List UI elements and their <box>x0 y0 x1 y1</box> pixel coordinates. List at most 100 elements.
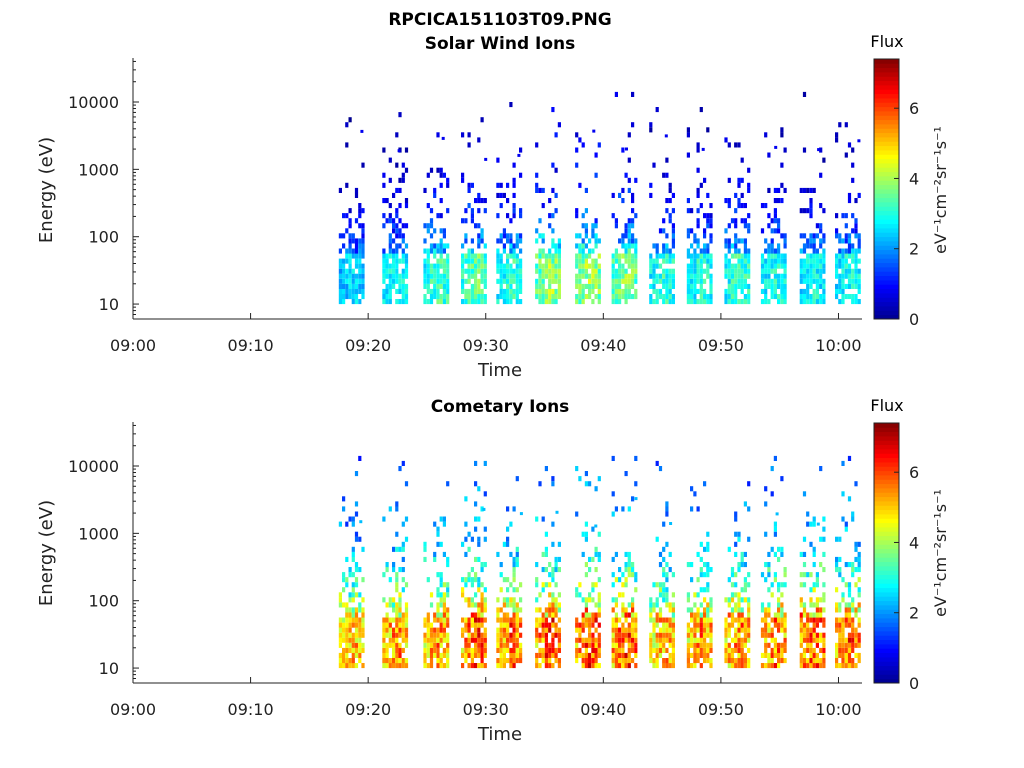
spectrogram-cell <box>351 642 355 648</box>
spectrogram-cell <box>480 567 484 573</box>
spectrogram-cell <box>686 198 690 204</box>
colorbar-segment <box>874 531 899 537</box>
spectrogram-cell <box>423 617 427 623</box>
spectrogram-cell <box>541 187 545 193</box>
spectrogram-cell <box>624 607 628 613</box>
spectrogram-cell <box>857 567 861 573</box>
spectrogram-cell <box>461 243 465 249</box>
spectrogram-cell <box>844 122 848 128</box>
y-tick-label: 100 <box>88 228 119 247</box>
spectrogram-cell <box>767 263 771 269</box>
spectrogram-cell <box>382 627 386 633</box>
spectrogram-cell <box>404 658 409 664</box>
spectrogram-cell <box>671 253 675 259</box>
spectrogram-cell <box>740 253 744 259</box>
spectrogram-cell <box>470 597 474 603</box>
spectrogram-cell <box>686 152 690 158</box>
spectrogram-cell <box>740 663 744 669</box>
spectrogram-cell <box>806 294 810 300</box>
spectrogram-cell <box>618 642 622 648</box>
spectrogram-cell <box>382 198 386 204</box>
spectrogram-cell <box>442 607 446 613</box>
spectrogram-cell <box>436 288 440 294</box>
spectrogram-cell <box>737 238 741 244</box>
spectrogram-cell <box>506 597 510 603</box>
spectrogram-cell <box>764 652 768 658</box>
spectrogram-cell <box>627 157 631 163</box>
spectrogram-cell <box>342 273 346 279</box>
spectrogram-cell <box>354 248 359 254</box>
spectrogram-cell <box>822 597 826 603</box>
spectrogram-cell <box>655 617 659 623</box>
spectrogram-cell <box>815 612 819 618</box>
x-tick-label: 09:30 <box>463 336 509 355</box>
spectrogram-cell <box>847 617 852 623</box>
spectrogram-cell <box>854 556 858 562</box>
spectrogram-cell <box>734 658 738 664</box>
spectrogram-cell <box>395 602 399 608</box>
spectrogram-cell <box>385 273 389 279</box>
spectrogram-cell <box>467 637 471 643</box>
spectrogram-cell <box>499 294 503 300</box>
spectrogram-cell <box>822 551 826 557</box>
spectrogram-cell <box>506 238 510 244</box>
spectrogram-cell <box>819 663 823 669</box>
spectrogram-cell <box>783 647 787 653</box>
spectrogram-cell <box>624 253 628 259</box>
spectrogram-cell <box>338 597 342 603</box>
spectrogram-cell <box>348 612 352 618</box>
spectrogram-cell <box>519 597 523 603</box>
spectrogram-cell <box>388 243 392 249</box>
spectrogram-cell <box>535 617 539 623</box>
spectrogram-cell <box>634 647 638 653</box>
spectrogram-cell <box>496 248 500 254</box>
spectrogram-cell <box>474 516 478 522</box>
spectrogram-cell <box>442 294 446 300</box>
spectrogram-cell <box>690 637 694 643</box>
spectrogram-cell <box>838 617 842 623</box>
spectrogram-cell <box>802 278 807 284</box>
spectrogram-cell <box>392 228 396 234</box>
spectrogram-cell <box>727 602 731 608</box>
spectrogram-cell <box>351 652 355 658</box>
spectrogram-cell <box>737 248 741 254</box>
spectrogram-cell <box>819 466 823 472</box>
spectrogram-cell <box>401 294 405 300</box>
spectrogram-cell <box>557 288 561 294</box>
spectrogram-cell <box>764 294 768 300</box>
spectrogram-cell <box>634 642 638 648</box>
spectrogram-cell <box>686 288 690 294</box>
spectrogram-cell <box>844 223 848 229</box>
spectrogram-cell <box>767 607 771 613</box>
spectrogram-cell <box>404 536 409 542</box>
spectrogram-cell <box>554 294 558 300</box>
spectrogram-cell <box>392 562 396 568</box>
spectrogram-cell <box>345 273 349 279</box>
spectrogram-cell <box>439 541 443 547</box>
spectrogram-cell <box>461 263 465 269</box>
spectrogram-cell <box>480 294 484 300</box>
spectrogram-cell <box>480 117 484 123</box>
spectrogram-cell <box>385 283 389 289</box>
spectrogram-cell <box>696 243 700 249</box>
spectrogram-cell <box>382 597 386 603</box>
spectrogram-cell <box>541 278 545 284</box>
spectrogram-cell <box>611 273 615 279</box>
spectrogram-cell <box>696 223 700 229</box>
spectrogram-cell <box>693 592 697 598</box>
spectrogram-cell <box>671 268 675 274</box>
spectrogram-cell <box>806 642 810 648</box>
spectrogram-cell <box>423 268 427 274</box>
spectrogram-cell <box>395 501 399 507</box>
spectrogram-cell <box>345 607 349 613</box>
spectrogram-cell <box>835 567 839 573</box>
spectrogram-cell <box>467 617 471 623</box>
spectrogram-cell <box>535 642 539 648</box>
spectrogram-cell <box>358 627 362 633</box>
spectrogram-cell <box>423 541 427 547</box>
spectrogram-cell <box>809 273 813 279</box>
spectrogram-cell <box>557 278 561 284</box>
spectrogram-cell <box>584 562 588 568</box>
spectrogram-cell <box>480 228 484 234</box>
spectrogram-cell <box>693 278 697 284</box>
